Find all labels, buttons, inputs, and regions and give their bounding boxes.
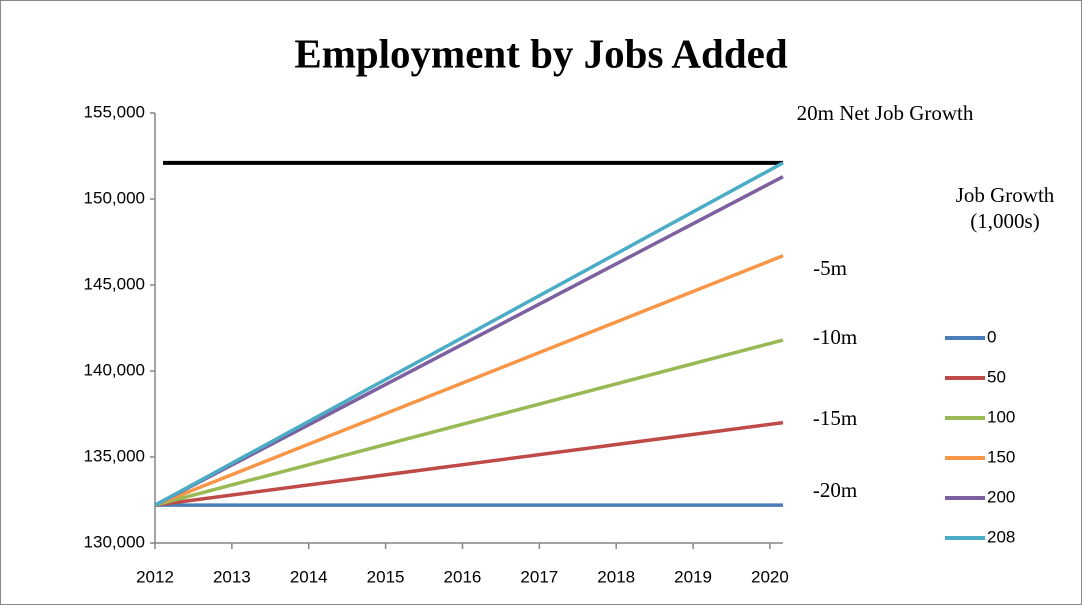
legend-label: 100 xyxy=(987,407,1015,426)
legend-label: 200 xyxy=(987,487,1015,506)
annotation: -10m xyxy=(812,325,858,349)
legend-label: 150 xyxy=(987,447,1015,466)
x-tick-label: 2015 xyxy=(367,567,405,586)
y-tick-label: 155,000 xyxy=(84,102,145,121)
x-tick-label: 2020 xyxy=(751,567,789,586)
legend-label: 208 xyxy=(987,527,1015,546)
y-tick-label: 150,000 xyxy=(84,188,145,207)
y-tick-label: 130,000 xyxy=(84,532,145,551)
legend-label: 50 xyxy=(987,367,1006,386)
legend-label: 0 xyxy=(987,327,996,346)
x-tick-label: 2017 xyxy=(520,567,558,586)
y-tick-label: 135,000 xyxy=(84,446,145,465)
data-line xyxy=(154,254,784,507)
x-tick-label: 2016 xyxy=(444,567,482,586)
legend-title: Job Growth (1,000s) xyxy=(955,183,1055,233)
x-tick-label: 2014 xyxy=(290,567,328,586)
data-line xyxy=(154,175,784,507)
annotation: 20m Net Job Growth xyxy=(796,101,974,125)
x-tick-label: 2013 xyxy=(213,567,251,586)
x-tick-label: 2012 xyxy=(136,567,174,586)
annotation: -15m xyxy=(812,406,858,430)
y-tick-label: 145,000 xyxy=(84,274,145,293)
data-line xyxy=(154,420,784,507)
annotation: -20m xyxy=(812,478,858,502)
annotation: -5m xyxy=(813,256,847,280)
y-tick-label: 140,000 xyxy=(84,360,145,379)
x-tick-label: 2018 xyxy=(597,567,635,586)
data-line xyxy=(154,161,784,507)
chart-title: Employment by Jobs Added xyxy=(294,30,787,76)
data-line xyxy=(154,338,784,507)
x-tick-label: 2019 xyxy=(674,567,712,586)
